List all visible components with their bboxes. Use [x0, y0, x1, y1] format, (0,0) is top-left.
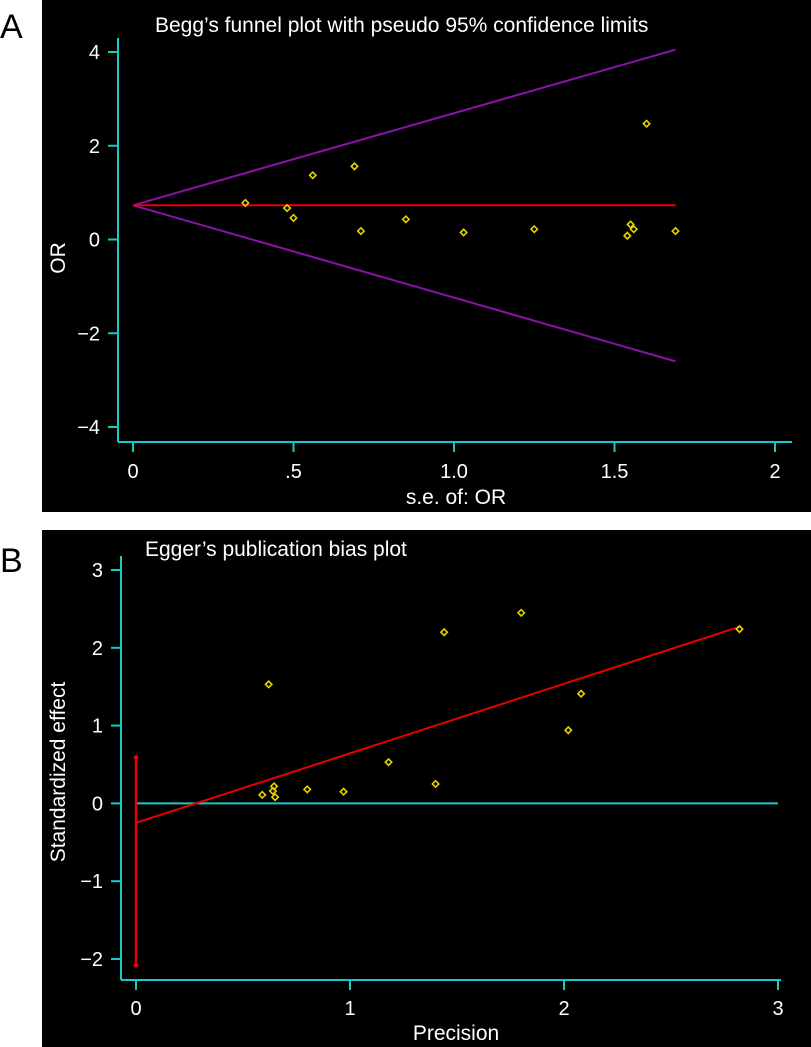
- intercept-ci-cap: [133, 962, 139, 969]
- data-point: [356, 226, 366, 236]
- x-tick-label: .5: [285, 461, 302, 483]
- funnel-plot-points: [241, 119, 680, 241]
- intercept-ci-cap: [133, 754, 139, 761]
- data-point: [241, 198, 250, 208]
- x-tick-label: 2: [769, 461, 780, 483]
- data-point: [642, 119, 651, 129]
- panel-b: B Egger’s publication bias plot 0 1 2 3 −2 −1…: [0, 530, 811, 1047]
- data-point: [308, 170, 318, 180]
- data-point: [257, 790, 267, 800]
- data-point: [269, 781, 279, 791]
- y-tick-label: 0: [89, 230, 100, 252]
- data-point: [350, 162, 359, 171]
- y-tick-label: 2: [89, 136, 100, 158]
- egger-plot-x-axis-title: Precision: [413, 1022, 499, 1045]
- funnel-plot-axes: [108, 38, 792, 452]
- data-point: [671, 226, 680, 236]
- egger-plot-lines: [133, 625, 778, 969]
- data-point: [629, 224, 639, 234]
- panel-b-letter: B: [0, 542, 23, 580]
- funnel-plot-y-axis-title: OR: [47, 242, 70, 274]
- data-point: [289, 213, 298, 223]
- data-point: [270, 792, 280, 802]
- egger-plot-title: Egger’s publication bias plot: [145, 538, 407, 561]
- x-tick-label: 1: [344, 998, 355, 1020]
- data-point: [735, 624, 744, 634]
- x-tick-label: 3: [772, 998, 783, 1020]
- x-tick-label: 0: [127, 461, 138, 483]
- regression-line: [135, 625, 740, 824]
- y-tick-label: −2: [77, 323, 100, 345]
- y-tick-label: 1: [92, 716, 103, 738]
- egger-plot-tick-labels: 0 1 2 3 −2 −1 0 1 2 3: [80, 560, 783, 1020]
- y-tick-label: 4: [89, 42, 100, 64]
- y-tick-label: 0: [92, 793, 103, 815]
- data-point: [282, 203, 292, 213]
- y-tick-label: 3: [92, 560, 103, 582]
- data-point: [623, 231, 632, 241]
- panel-a-background: [42, 0, 811, 512]
- data-point: [302, 785, 312, 794]
- funnel-plot-lines: [132, 48, 676, 363]
- data-point: [626, 220, 635, 229]
- y-tick-label: −1: [80, 871, 103, 893]
- x-tick-label: 2: [558, 998, 569, 1020]
- funnel-plot-tick-labels: 0 .5 1.0 1.5 2 −4 −2 0 2 4: [77, 42, 780, 483]
- upper-confidence-limit-line: [132, 48, 676, 207]
- data-point: [401, 215, 411, 224]
- egger-plot-y-axis-title: Standardized effect: [47, 682, 70, 863]
- y-tick-label: 2: [92, 638, 103, 660]
- y-tick-label: −4: [77, 417, 100, 439]
- data-point: [459, 228, 468, 237]
- data-point: [264, 680, 274, 689]
- egger-plot-points: [257, 608, 744, 802]
- data-point: [384, 757, 393, 767]
- data-point: [439, 627, 449, 637]
- panel-b-background: [42, 530, 811, 1047]
- data-point: [563, 725, 573, 735]
- x-tick-label: 0: [130, 998, 141, 1020]
- lower-confidence-limit-line: [132, 204, 676, 363]
- egger-plot-axes: [111, 556, 781, 990]
- x-tick-label: 1.0: [440, 461, 468, 483]
- data-point: [431, 779, 440, 789]
- data-point: [339, 787, 348, 797]
- x-tick-label: 1.5: [601, 461, 629, 483]
- panel-a: A Begg’s funnel plot with pseudo 95% con…: [0, 0, 811, 512]
- funnel-plot-title: Begg’s funnel plot with pseudo 95% confi…: [155, 14, 648, 37]
- funnel-plot-x-axis-title: s.e. of: OR: [406, 486, 506, 509]
- y-tick-label: −2: [80, 949, 103, 971]
- data-point: [529, 224, 539, 234]
- data-point: [516, 608, 526, 618]
- data-point: [268, 786, 278, 796]
- panel-a-letter: A: [0, 8, 23, 46]
- data-point: [576, 689, 586, 699]
